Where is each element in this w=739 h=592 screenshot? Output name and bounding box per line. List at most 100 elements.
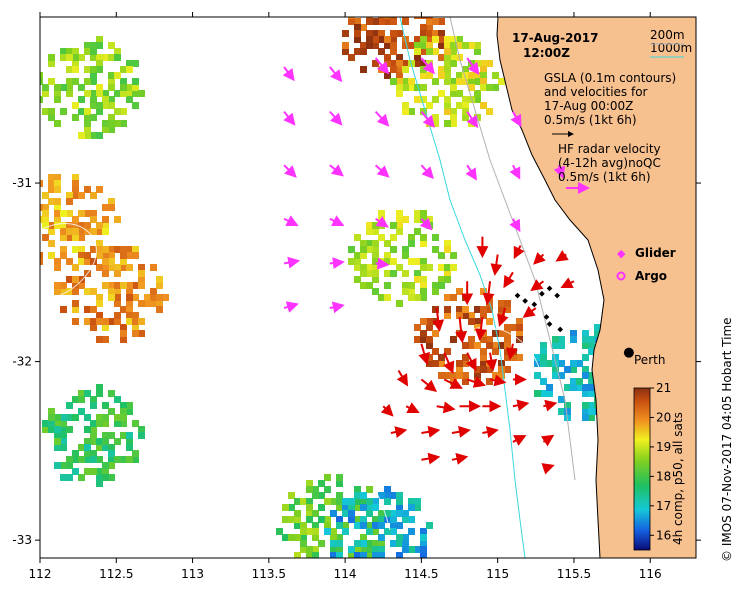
gsla-legend-line2: and velocities for: [544, 85, 648, 99]
sst-pixel: [108, 198, 115, 205]
sst-pixel: [504, 300, 511, 307]
sst-pixel: [138, 330, 145, 337]
sst-pixel: [456, 72, 463, 79]
sst-pixel: [84, 414, 91, 421]
sst-pixel: [462, 72, 469, 79]
sst-pixel: [486, 378, 493, 385]
sst-pixel: [384, 54, 391, 61]
map-time: 12:00Z: [523, 46, 570, 60]
sst-pixel: [414, 276, 421, 283]
sst-pixel: [330, 510, 337, 517]
sst-pixel: [282, 516, 289, 523]
sst-patch-warm-yellow-west: [18, 174, 121, 271]
sst-pixel: [360, 252, 367, 259]
hf-vector-20: [375, 215, 389, 228]
sst-pixel: [114, 456, 121, 463]
sst-pixel: [588, 336, 595, 343]
sst-pixel: [96, 108, 103, 115]
sst-pixel: [444, 36, 451, 43]
sst-pixel: [78, 234, 85, 241]
radar-vector-13: [497, 307, 509, 327]
sst-pixel: [102, 420, 109, 427]
sst-pixel: [60, 474, 67, 481]
sst-pixel: [48, 252, 55, 259]
sst-pixel: [102, 462, 109, 469]
sst-pixel: [390, 78, 397, 85]
sst-pixel: [474, 72, 481, 79]
sst-pixel: [576, 384, 583, 391]
sst-pixel: [60, 438, 67, 445]
sst-pixel: [384, 294, 391, 301]
sst-pixel: [438, 18, 445, 25]
sst-pixel: [66, 66, 73, 73]
sst-pixel: [348, 54, 355, 61]
sst-patch-orange-west: [54, 246, 169, 343]
sst-pixel: [84, 186, 91, 193]
hf-vector-25: [375, 257, 390, 270]
sst-pixel: [426, 324, 433, 331]
sst-pixel: [360, 24, 367, 31]
sst-pixel: [72, 102, 79, 109]
sst-pixel: [354, 36, 361, 43]
radar-vector-10: [432, 307, 445, 333]
radar-vector-18: [485, 352, 498, 372]
sst-pixel: [126, 444, 133, 451]
sst-pixel: [402, 282, 409, 289]
sst-pixel: [108, 294, 115, 301]
sst-pixel: [480, 288, 487, 295]
sst-pixel: [342, 510, 349, 517]
sst-pixel: [306, 480, 313, 487]
sst-pixel: [72, 288, 79, 295]
sst-pixel: [138, 426, 145, 433]
hf-vector-27: [329, 301, 345, 314]
sst-pixel: [444, 270, 451, 277]
sst-pixel: [318, 564, 325, 571]
radar-vector-39: [421, 452, 441, 465]
sst-pixel: [132, 324, 139, 331]
sst-pixel: [432, 114, 439, 121]
sst-pixel: [360, 498, 367, 505]
sst-pixel: [54, 282, 61, 289]
sst-pixel: [396, 210, 403, 217]
sst-pixel: [348, 504, 355, 511]
sst-pixel: [492, 372, 499, 379]
sst-pixel: [312, 522, 319, 529]
sst-pixel: [120, 432, 127, 439]
sst-pixel: [108, 114, 115, 121]
sst-pixel: [114, 108, 121, 115]
sst-pixel: [414, 228, 421, 235]
sst-pixel: [336, 540, 343, 547]
sst-pixel: [78, 222, 85, 229]
sst-pixel: [444, 102, 451, 109]
sst-pixel: [360, 504, 367, 511]
sst-pixel: [354, 252, 361, 259]
sst-pixel: [48, 78, 55, 85]
sst-pixel: [558, 360, 565, 367]
sst-pixel: [492, 342, 499, 349]
colorbar: [633, 387, 651, 551]
sst-pixel: [294, 516, 301, 523]
sst-pixel: [126, 306, 133, 313]
sst-pixel: [48, 198, 55, 205]
hf-vector-2: [374, 57, 390, 75]
sst-pixel: [432, 282, 439, 289]
sst-pixel: [306, 546, 313, 553]
sst-pixel: [372, 540, 379, 547]
gsla-legend-scale: 0.5m/s (1kt 6h): [544, 113, 637, 127]
sst-pixel: [390, 564, 397, 571]
sst-pixel: [474, 342, 481, 349]
sst-pixel: [90, 456, 97, 463]
sst-pixel: [126, 312, 133, 319]
sst-pixel: [426, 17, 433, 19]
sst-pixel: [66, 414, 73, 421]
sst-pixel: [414, 294, 421, 301]
sst-pixel: [372, 522, 379, 529]
sst-pixel: [84, 444, 91, 451]
sst-pixel: [18, 240, 25, 247]
sst-pixel: [42, 204, 49, 211]
sst-pixel: [594, 324, 601, 331]
sst-pixel: [420, 17, 427, 19]
sst-pixel: [474, 42, 481, 49]
sst-pixel: [336, 504, 343, 511]
sst-pixel: [126, 60, 133, 67]
